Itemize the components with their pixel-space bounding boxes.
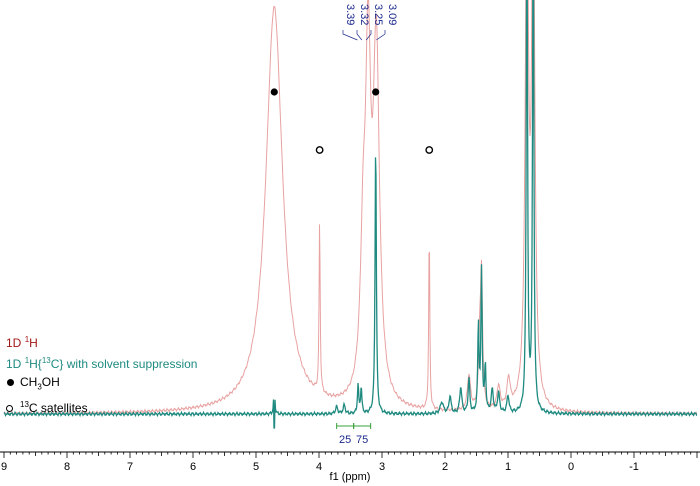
plot-area — [3, 0, 698, 429]
legend-item-ch3oh: CH3OH — [6, 373, 197, 396]
x-tick-label: 0 — [568, 461, 574, 473]
x-tick-label: 5 — [253, 461, 259, 473]
satellite-marker — [315, 146, 324, 154]
integral-range: 25 — [336, 423, 355, 446]
x-axis-title: f1 (ppm) — [330, 471, 371, 483]
series-1d-1h-line — [3, 0, 698, 417]
series-suppressed-line — [3, 0, 698, 429]
x-tick-label: 2 — [442, 461, 448, 473]
peak-label-leader — [356, 30, 363, 41]
integral-range: 75 — [353, 423, 372, 446]
peak-label: 3.09 — [386, 4, 398, 25]
x-tick-label: 3 — [379, 461, 385, 473]
legend-item-satellites: 13C satellites — [6, 396, 197, 417]
peak-label-leader — [376, 30, 386, 41]
legend-item-1d-1h: 1D 1H — [6, 335, 38, 350]
filled-dot-icon — [7, 378, 14, 386]
ch3oh-marker — [372, 88, 380, 96]
x-tick-label: 9 — [1, 461, 7, 473]
legend-item-suppressed: 1D 1H{13C} with solvent suppression — [6, 356, 198, 371]
x-tick-label: 4 — [316, 461, 322, 473]
open-dot-icon — [6, 405, 13, 413]
peak-label: 3.39 — [344, 4, 356, 25]
x-tick-label: 6 — [190, 461, 196, 473]
peak-label-leader — [365, 30, 372, 41]
x-axis: 9 8 7 6 5 4 3 2 1 0 -1 — [0, 451, 700, 473]
peak-label: 3.32 — [358, 4, 370, 25]
integral-label: 25 — [339, 434, 351, 446]
ch3oh-marker — [270, 88, 278, 96]
peak-label-leader — [342, 30, 358, 41]
integral-label: 75 — [356, 434, 368, 446]
satellite-marker — [425, 146, 434, 154]
x-tick-label: 1 — [505, 461, 511, 473]
peak-label: 3.25 — [372, 4, 384, 25]
legend: 1D 1H 1D 1H{13C} with solvent suppressio… — [6, 331, 197, 417]
x-tick-label: 7 — [127, 461, 133, 473]
x-tick-label: -1 — [629, 461, 639, 473]
x-tick-label: 8 — [64, 461, 70, 473]
